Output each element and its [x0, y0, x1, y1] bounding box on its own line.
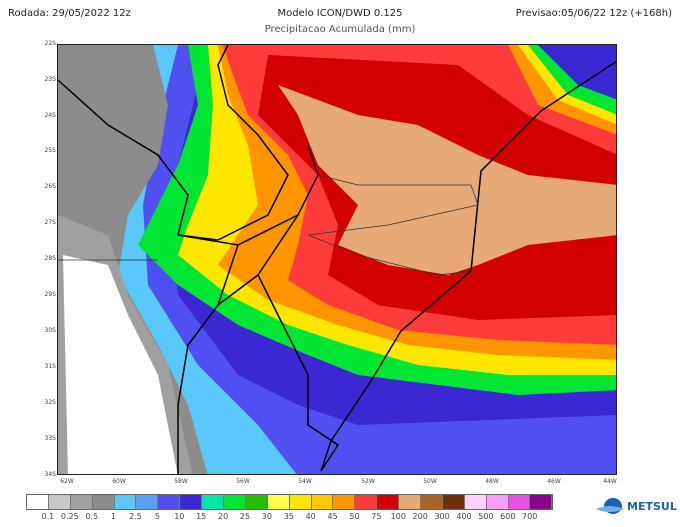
- lon-label: 54W: [298, 478, 312, 485]
- legend-swatch: [224, 495, 246, 509]
- state-line: [307, 174, 479, 236]
- lon-label: 44W: [603, 478, 617, 485]
- lat-label: 26S: [44, 183, 56, 190]
- forecast-time: Previsao:05/06/22 12z (+168h): [515, 8, 672, 19]
- legend-label: 0.5: [85, 512, 99, 521]
- legend-label: 600: [500, 512, 516, 521]
- legend-swatch: [311, 495, 334, 509]
- logo-text: METSUL: [627, 499, 677, 513]
- border-line: [257, 274, 340, 472]
- lat-label: 22S: [44, 40, 56, 47]
- legend-swatch: [377, 495, 400, 509]
- legend-swatch: [114, 495, 137, 509]
- legend-label: 400: [456, 512, 472, 521]
- run-time: Rodada: 29/05/2022 12z: [8, 8, 131, 19]
- legend-label: 25: [239, 512, 251, 521]
- legend-swatch: [464, 495, 487, 509]
- legend-label: 0.1: [41, 512, 55, 521]
- state-line: [307, 234, 472, 276]
- legend-swatch: [70, 495, 93, 509]
- lat-label: 31S: [44, 363, 56, 370]
- field-tan: [278, 85, 616, 275]
- legend-label: 500: [478, 512, 494, 521]
- legend-label: 45: [327, 512, 338, 521]
- lat-label: 24S: [44, 112, 56, 119]
- legend-label: 75: [371, 512, 382, 521]
- legend-swatch: [442, 495, 465, 509]
- legend-swatch: [486, 495, 509, 509]
- legend-label: 15: [196, 512, 207, 521]
- legend-label: 300: [434, 512, 450, 521]
- lat-label: 28S: [44, 255, 56, 262]
- lon-label: 58W: [174, 478, 188, 485]
- legend-label: 35: [283, 512, 294, 521]
- legend-label: 10: [174, 512, 185, 521]
- legend-swatch: [202, 495, 225, 509]
- legend-label: 200: [412, 512, 428, 521]
- legend-label: 20: [218, 512, 229, 521]
- lat-label: 33S: [44, 435, 56, 442]
- precipitation-field: [58, 45, 616, 474]
- border-line: [177, 244, 239, 474]
- legend-label: 1: [111, 512, 117, 521]
- legend-label: 5: [154, 512, 160, 521]
- legend-label: 50: [349, 512, 360, 521]
- lon-label: 60W: [112, 478, 126, 485]
- legend-label: 40: [305, 512, 316, 521]
- lon-label: 48W: [485, 478, 499, 485]
- legend-swatch: [48, 495, 71, 509]
- field-white: [63, 255, 178, 474]
- lat-label: 27S: [44, 219, 56, 226]
- lat-label: 23S: [44, 76, 56, 83]
- lon-label: 62W: [60, 478, 74, 485]
- legend-label: 700: [522, 512, 538, 521]
- legend-swatch: [355, 495, 378, 509]
- precipitation-map: [57, 44, 617, 475]
- lon-label: 56W: [236, 478, 250, 485]
- lat-label: 29S: [44, 291, 56, 298]
- legend-swatch: [180, 495, 203, 509]
- legend-swatch: [421, 495, 443, 509]
- legend-label: 0.25: [60, 512, 79, 521]
- lon-label: 46W: [547, 478, 561, 485]
- legend-swatch: [267, 495, 290, 509]
- lon-label: 50W: [423, 478, 437, 485]
- model-title: Modelo ICON/DWD 0.125: [277, 8, 403, 19]
- coastline: [320, 60, 616, 472]
- border-line: [58, 45, 289, 241]
- lon-label: 52W: [361, 478, 375, 485]
- globe-icon: [596, 498, 624, 514]
- lat-label: 34S: [44, 471, 56, 478]
- legend-swatch: [530, 495, 553, 509]
- metsul-logo: METSUL: [596, 497, 677, 515]
- legend-swatch: [399, 495, 422, 509]
- lat-label: 30S: [44, 327, 56, 334]
- variable-title: Precipitacao Acumulada (mm): [264, 24, 416, 35]
- color-legend: [26, 494, 554, 510]
- lat-label: 32S: [44, 399, 56, 406]
- legend-swatch: [333, 495, 356, 509]
- lat-label: 25S: [44, 147, 56, 154]
- legend-swatch: [27, 495, 49, 509]
- legend-swatch: [92, 495, 115, 509]
- legend-swatch: [245, 495, 268, 509]
- legend-swatch: [289, 495, 312, 509]
- legend-label: 100: [390, 512, 406, 521]
- legend-label: 2.5: [129, 512, 142, 521]
- legend-swatch: [158, 495, 181, 509]
- legend-label: 30: [261, 512, 272, 521]
- legend-swatch: [508, 495, 531, 509]
- legend-swatch: [136, 495, 159, 509]
